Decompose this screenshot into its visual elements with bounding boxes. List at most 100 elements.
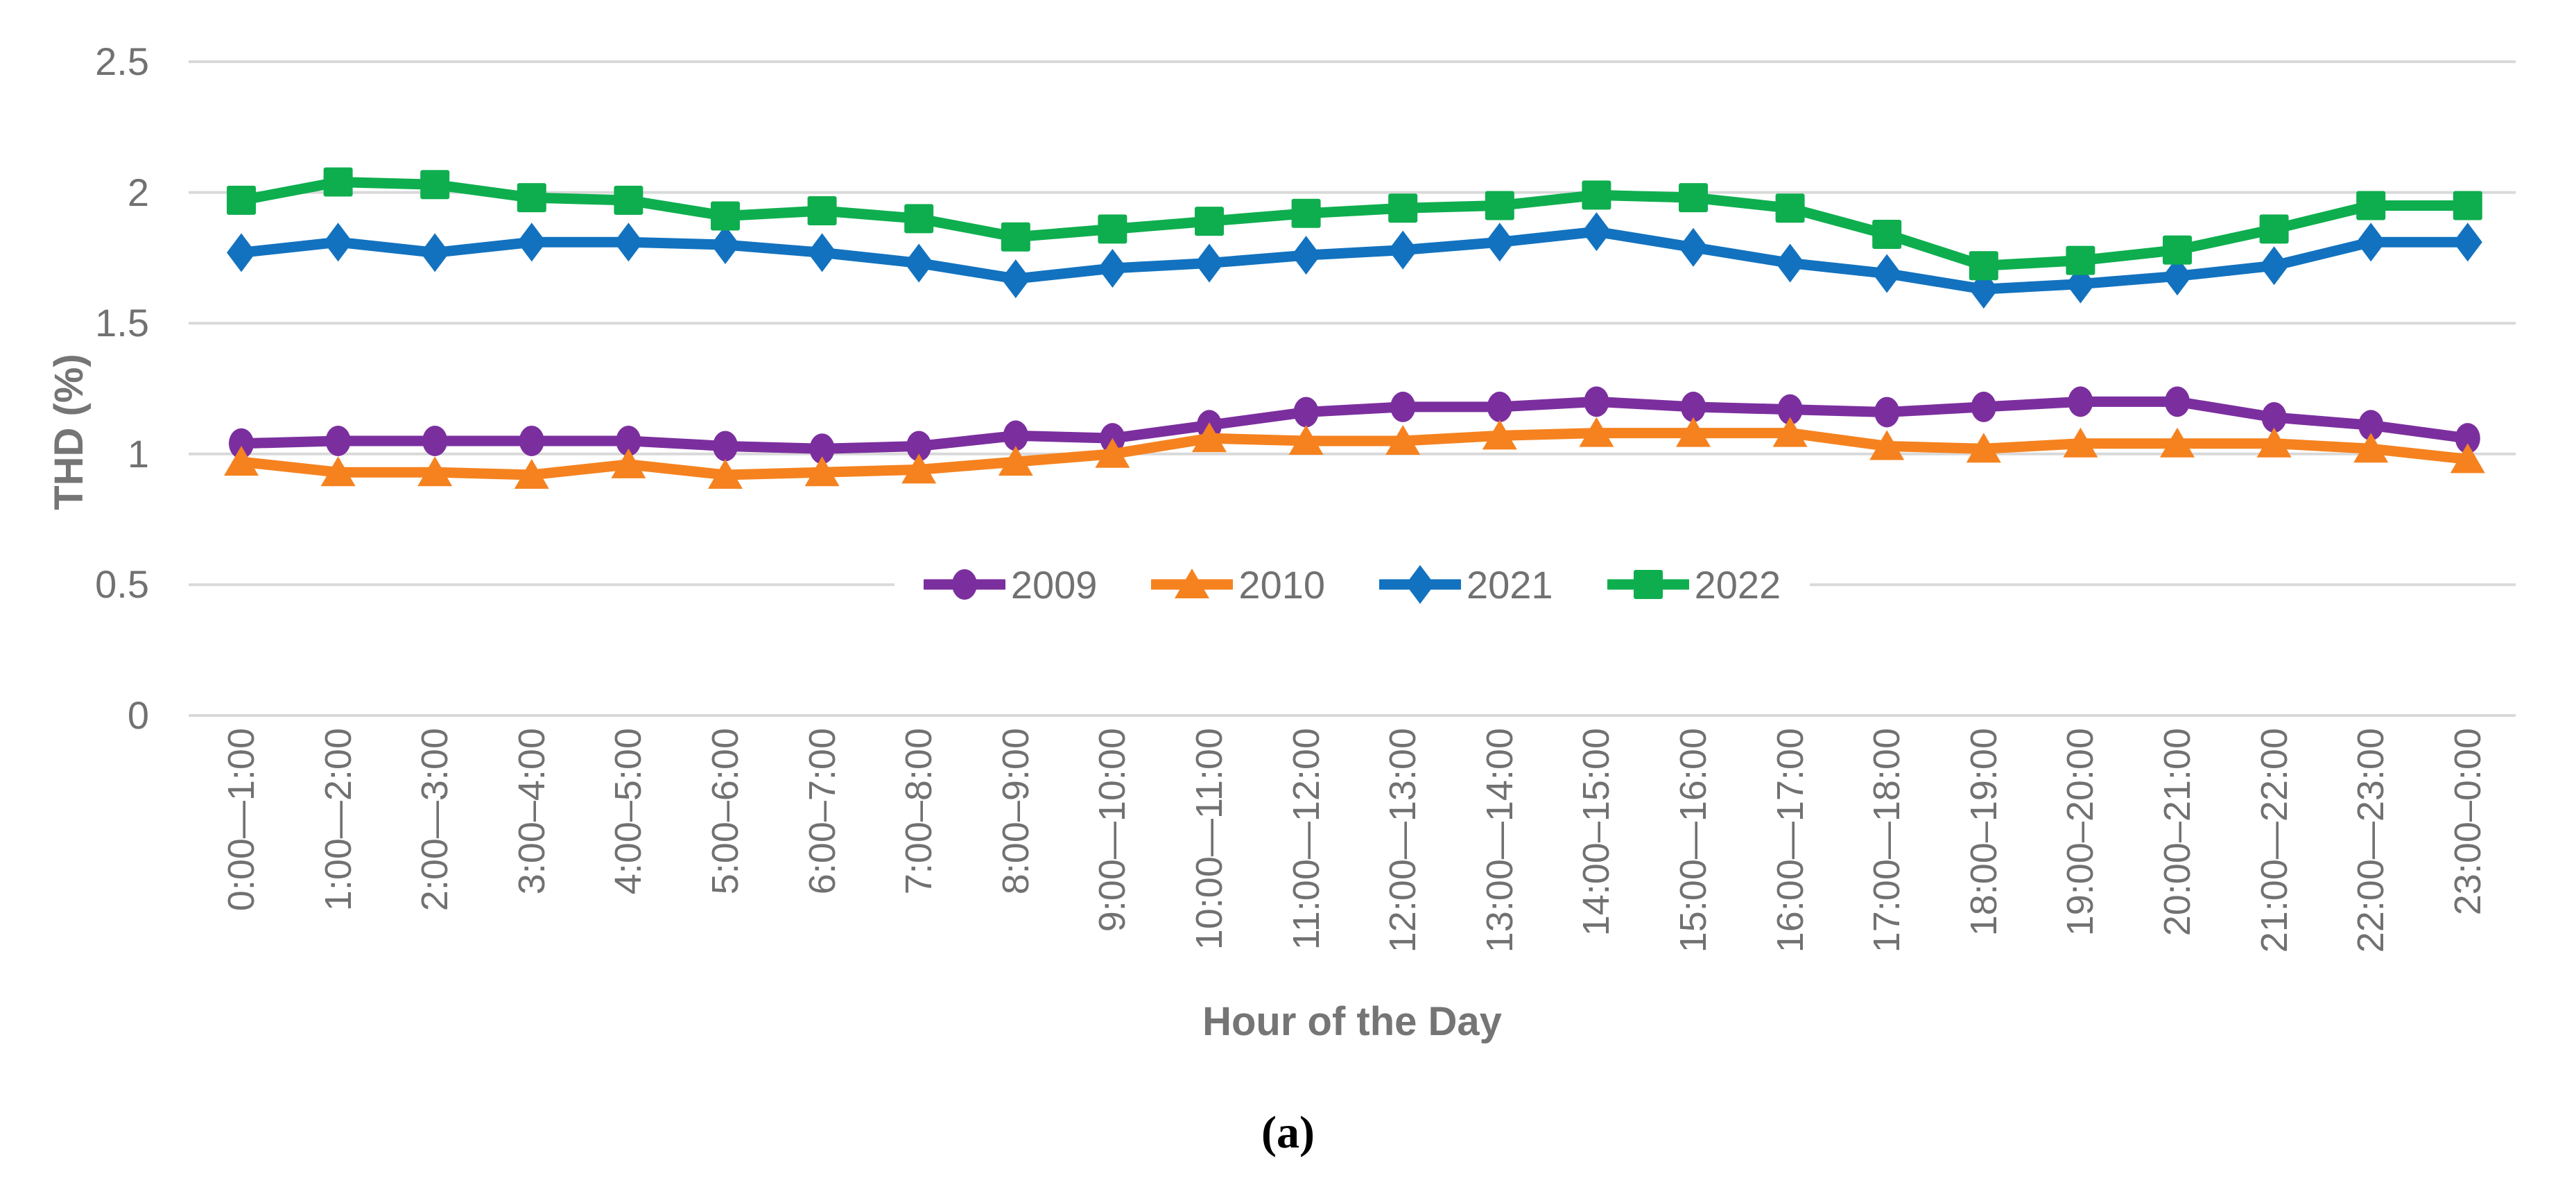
data-point-2010-1 <box>320 456 356 487</box>
data-point-2010-12 <box>1385 424 1421 455</box>
data-point-2022-4 <box>614 185 643 215</box>
data-point-2021-16 <box>1775 243 1805 283</box>
data-point-2009-17 <box>1874 397 1900 428</box>
data-point-2010-2 <box>417 456 453 487</box>
y-tick-label-2.5: 2.5 <box>95 40 149 83</box>
data-point-2010-8 <box>998 446 1033 476</box>
data-point-2022-7 <box>904 204 934 234</box>
data-point-2022-14 <box>1582 180 1611 210</box>
series-line-2022 <box>236 177 2473 271</box>
data-point-2009-7 <box>906 431 932 462</box>
data-point-2021-21 <box>2259 246 2289 286</box>
data-point-2010-18 <box>1966 433 2001 463</box>
data-point-2022-8 <box>1001 222 1030 252</box>
x-tick-label-text: 21:00—22:00 <box>2253 728 2295 953</box>
data-point-2021-17 <box>1872 254 1902 293</box>
data-point-2009-1 <box>325 425 351 456</box>
data-point-2010-5 <box>708 458 743 489</box>
legend: 2009 2010 2021 2022 <box>189 543 2516 626</box>
data-point-2021-5 <box>711 225 740 265</box>
x-tick-label-text: 13:00—14:00 <box>1478 728 1521 953</box>
data-point-2021-12 <box>1388 230 1418 270</box>
data-point-2021-20 <box>2163 257 2192 296</box>
data-point-2021-14 <box>1582 212 1611 252</box>
y-axis-title: THD (%) <box>46 354 92 510</box>
x-tick-label-text: 4:00–5:00 <box>607 728 650 895</box>
legend-marker-diamond-icon <box>1379 565 1461 604</box>
data-point-2010-3 <box>514 458 549 489</box>
y-tick-label-0: 0 <box>127 693 149 737</box>
data-point-2010-19 <box>2063 427 2098 458</box>
series-line-2021 <box>236 226 2473 295</box>
x-tick-label-text: 7:00–8:00 <box>898 728 940 895</box>
x-tick-label-text: 14:00–15:00 <box>1575 728 1618 937</box>
legend-item-2010: 2010 <box>1151 560 1325 609</box>
data-point-2021-8 <box>1001 259 1030 299</box>
data-point-2010-0 <box>224 446 259 476</box>
data-point-2021-15 <box>1679 227 1708 267</box>
legend-marker-2022 <box>1633 570 1663 599</box>
data-point-2009-21 <box>2261 401 2287 433</box>
x-tick-label-text: 19:00–20:00 <box>2059 728 2102 937</box>
x-tick-label-text: 6:00–7:00 <box>801 728 843 895</box>
data-point-2021-9 <box>1098 248 1127 288</box>
data-point-2009-16 <box>1777 394 1803 425</box>
x-tick-label-text: 8:00–9:00 <box>994 728 1037 895</box>
data-point-2009-20 <box>2165 386 2190 417</box>
data-point-2009-2 <box>422 425 448 456</box>
data-point-2009-0 <box>229 428 254 459</box>
data-point-2022-18 <box>1969 251 1998 281</box>
data-point-2021-22 <box>2356 223 2386 262</box>
data-point-2021-6 <box>807 233 837 272</box>
data-point-2010-4 <box>611 448 646 478</box>
series-2009 <box>229 386 2480 465</box>
data-point-2009-22 <box>2358 410 2384 441</box>
data-point-2022-19 <box>2066 245 2095 275</box>
data-point-2021-7 <box>904 243 934 283</box>
data-point-2010-22 <box>2353 433 2389 463</box>
data-point-2022-10 <box>1195 207 1224 236</box>
x-tick-label-text: 16:00—17:00 <box>1769 728 1811 953</box>
y-tick-label-1.5: 1.5 <box>95 301 149 345</box>
data-point-2022-9 <box>1098 214 1127 244</box>
x-tick-label-text: 1:00—2:00 <box>317 728 359 912</box>
data-point-2009-5 <box>713 431 738 462</box>
data-point-2010-14 <box>1579 417 1614 447</box>
data-point-2010-11 <box>1288 424 1324 455</box>
data-point-2022-20 <box>2163 235 2192 265</box>
data-point-2009-13 <box>1487 391 1512 422</box>
data-point-2021-13 <box>1485 223 1514 262</box>
x-tick-label-text: 18:00–19:00 <box>1962 728 2005 937</box>
legend-item-2009: 2009 <box>923 560 1097 609</box>
x-tick-label-text: 5:00–6:00 <box>704 728 746 895</box>
data-point-2022-2 <box>420 170 450 200</box>
x-tick-label-text: 22:00—23:00 <box>2350 728 2392 953</box>
legend-item-2022: 2022 <box>1607 560 1781 609</box>
y-tick-label-2: 2 <box>127 170 149 214</box>
data-point-2009-15 <box>1681 391 1706 422</box>
data-point-2010-16 <box>1772 417 1808 447</box>
x-tick-label-text: 2:00—3:00 <box>414 728 456 912</box>
data-point-2009-8 <box>1003 420 1028 451</box>
data-point-2021-0 <box>227 233 256 272</box>
legend-box: 2009 2010 2021 2022 <box>894 543 1810 626</box>
data-point-2022-3 <box>517 183 546 213</box>
x-tick-label-text: 20:00–21:00 <box>2156 728 2198 937</box>
series-line-2010 <box>236 428 2473 480</box>
data-point-2010-9 <box>1095 437 1130 468</box>
data-point-2009-14 <box>1584 386 1609 417</box>
legend-marker-2021 <box>1406 565 1435 604</box>
y-tick-label-1: 1 <box>127 431 149 476</box>
x-tick-label-text: 11:00—12:00 <box>1285 728 1327 951</box>
legend-label-2010: 2010 <box>1238 562 1325 607</box>
data-point-2022-22 <box>2356 191 2386 220</box>
y-tick-label-0.5: 0.5 <box>95 562 149 607</box>
data-point-2010-20 <box>2160 427 2195 458</box>
data-point-2009-23 <box>2455 423 2480 454</box>
series-2022 <box>227 167 2482 281</box>
data-point-2009-18 <box>1971 391 1996 422</box>
series-line-2009 <box>236 396 2473 454</box>
data-point-2022-11 <box>1291 198 1321 228</box>
